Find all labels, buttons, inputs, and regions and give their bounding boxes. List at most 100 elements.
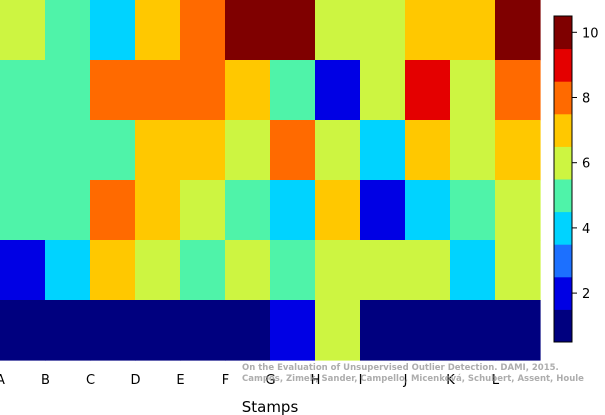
colorbar-segment [554, 48, 572, 82]
x-axis-title: Stamps [242, 398, 299, 415]
heatmap-cell [405, 60, 451, 121]
heatmap-cell [450, 180, 496, 241]
heatmap-cell [180, 180, 226, 241]
heatmap-cell [225, 0, 271, 61]
heatmap-cell [360, 120, 406, 181]
heatmap-cell [180, 60, 226, 121]
heatmap-cell [90, 0, 136, 61]
heatmap-cell [450, 0, 496, 61]
x-tick-label: F [222, 373, 229, 388]
heatmap-cell [225, 240, 271, 301]
colorbar-segment [554, 244, 572, 278]
heatmap-cell [315, 0, 361, 61]
heatmap-cell [315, 300, 361, 361]
heatmap-cell [495, 120, 541, 181]
heatmap-cell [360, 0, 406, 61]
heatmap-cell [45, 300, 91, 361]
heatmap-cell [90, 300, 136, 361]
heatmap-cell [225, 120, 271, 181]
heatmap-cell [270, 300, 316, 361]
colorbar-segment [554, 179, 572, 213]
heatmap-cell [0, 0, 46, 61]
heatmap-cell [180, 240, 226, 301]
heatmap-cell [315, 120, 361, 181]
colorbar-segment [554, 113, 572, 147]
heatmap-cell [405, 180, 451, 241]
colorbar-tick-label: 4 [582, 222, 590, 237]
heatmap-cell [90, 120, 136, 181]
x-tick-label: C [86, 373, 95, 388]
heatmap-cell [45, 120, 91, 181]
heatmap-cell [360, 180, 406, 241]
heatmap-cells [0, 0, 541, 361]
heatmap-cell [360, 60, 406, 121]
heatmap-cell [0, 60, 46, 121]
x-tick-label: G [265, 373, 275, 388]
heatmap-cell [135, 300, 181, 361]
x-tick-label: L [492, 373, 500, 388]
heatmap-cell [0, 120, 46, 181]
heatmap-cell [225, 60, 271, 121]
heatmap-cell [225, 300, 271, 361]
x-tick-label: I [359, 373, 363, 388]
colorbar-frame [553, 15, 573, 343]
heatmap-cell [180, 120, 226, 181]
heatmap-cell [450, 60, 496, 121]
heatmap-cell [135, 240, 181, 301]
heatmap-cell [450, 300, 496, 361]
x-tick-label: B [41, 373, 50, 388]
heatmap-cell [135, 60, 181, 121]
x-tick-label: E [176, 373, 184, 388]
x-tick-label: J [403, 373, 408, 388]
heatmap-cell [90, 180, 136, 241]
heatmap-cell [270, 120, 316, 181]
heatmap-cell [405, 120, 451, 181]
heatmap-cell [450, 120, 496, 181]
heatmap-cell [360, 300, 406, 361]
colorbar [553, 15, 573, 343]
heatmap-cell [405, 240, 451, 301]
heatmap-cell [270, 180, 316, 241]
heatmap-cell [45, 240, 91, 301]
x-tick-label: K [446, 373, 455, 388]
heatmap-cell [45, 60, 91, 121]
heatmap-cell [0, 300, 46, 361]
x-tick-label: D [130, 373, 140, 388]
colorbar-segment [554, 211, 572, 245]
heatmap-cell [180, 0, 226, 61]
colorbar-segment [554, 309, 572, 343]
heatmap-cell [495, 0, 541, 61]
heatmap-cell [270, 240, 316, 301]
heatmap-cell [0, 240, 46, 301]
heatmap-cell [90, 60, 136, 121]
colorbar-segment [554, 276, 572, 310]
heatmap-cell [495, 60, 541, 121]
heatmap-cell [270, 60, 316, 121]
heatmap-cell [450, 240, 496, 301]
colorbar-segment [554, 146, 572, 180]
heatmap-cell [495, 240, 541, 301]
heatmap-cell [225, 180, 271, 241]
heatmap-cell [315, 60, 361, 121]
x-tick-label: H [311, 373, 321, 388]
heatmap-cell [90, 240, 136, 301]
heatmap-cell [45, 180, 91, 241]
colorbar-tick-label: 8 [582, 92, 590, 107]
heatmap-cell [135, 180, 181, 241]
heatmap-cell [315, 180, 361, 241]
heatmap-cell [495, 180, 541, 241]
heatmap-cell [0, 180, 46, 241]
heatmap-cell [405, 300, 451, 361]
colorbar-tick-label: 6 [582, 157, 590, 172]
heatmap-cell [315, 240, 361, 301]
colorbar-segment [554, 16, 572, 50]
heatmap-cell [135, 120, 181, 181]
colorbar-tick-label: 2 [582, 287, 590, 302]
x-tick-label: A [0, 373, 5, 388]
heatmap-cell [180, 300, 226, 361]
colorbar-segment [554, 81, 572, 115]
heatmap-cell [405, 0, 451, 61]
heatmap-cell [495, 300, 541, 361]
heatmap-cell [45, 0, 91, 61]
